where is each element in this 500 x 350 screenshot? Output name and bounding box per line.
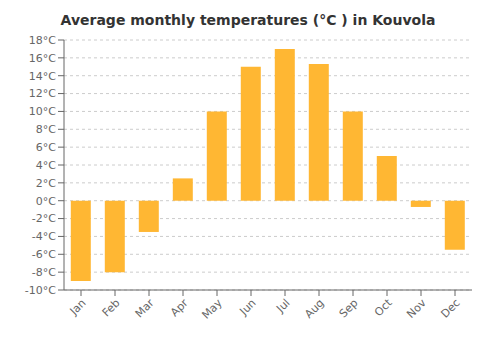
svg-text:18°C: 18°C [29, 34, 56, 47]
svg-text:Nov: Nov [404, 296, 429, 321]
svg-text:Dec: Dec [438, 296, 462, 320]
svg-text:-8°C: -8°C [32, 266, 56, 279]
svg-text:Jan: Jan [67, 296, 89, 318]
svg-text:Apr: Apr [168, 296, 191, 319]
svg-text:Feb: Feb [100, 296, 123, 319]
svg-text:10°C: 10°C [29, 105, 56, 118]
svg-text:12°C: 12°C [29, 87, 56, 100]
svg-text:Aug: Aug [302, 296, 326, 320]
svg-text:14°C: 14°C [29, 70, 56, 83]
svg-text:-4°C: -4°C [32, 230, 56, 243]
svg-text:16°C: 16°C [29, 52, 56, 65]
svg-text:Jul: Jul [273, 296, 292, 315]
svg-text:-10°C: -10°C [25, 284, 56, 297]
svg-text:0°C: 0°C [36, 195, 56, 208]
svg-text:May: May [199, 296, 225, 322]
svg-text:4°C: 4°C [36, 159, 56, 172]
svg-text:Mar: Mar [133, 296, 157, 320]
svg-text:2°C: 2°C [36, 177, 56, 190]
svg-text:6°C: 6°C [36, 141, 56, 154]
svg-text:Sep: Sep [337, 296, 361, 320]
html-text:Average monthly temperatures (: Average monthly temperatures (°C ) in Ko… [60, 12, 436, 28]
svg-text:-6°C: -6°C [32, 248, 56, 261]
svg-text:-2°C: -2°C [32, 212, 56, 225]
svg-text:8°C: 8°C [36, 123, 56, 136]
svg-text:Jun: Jun [237, 296, 259, 318]
svg-text:Oct: Oct [372, 296, 395, 319]
